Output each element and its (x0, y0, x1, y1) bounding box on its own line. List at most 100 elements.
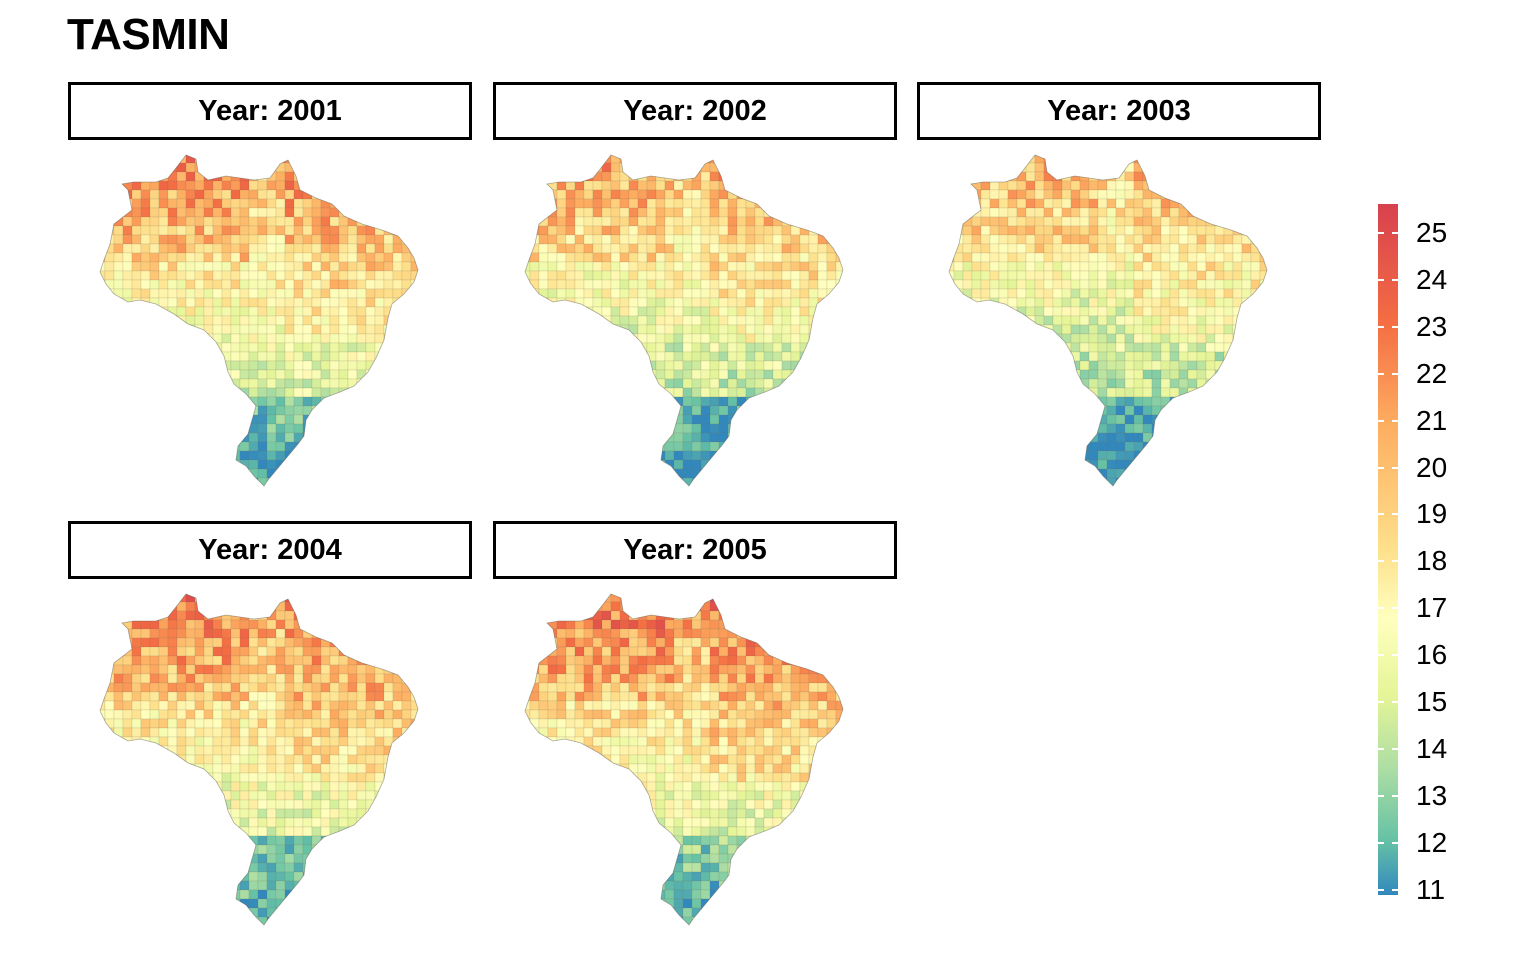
municipality-cell (854, 181, 863, 190)
municipality-cell (248, 601, 259, 612)
municipality-cell (1241, 243, 1252, 254)
municipality-cell (790, 432, 801, 443)
municipality-cell (854, 361, 863, 370)
municipality-cell (1034, 270, 1045, 281)
municipality-cell (383, 423, 394, 434)
municipality-cell (637, 171, 648, 182)
municipality-cell (392, 369, 403, 380)
municipality-cell (185, 637, 196, 648)
municipality-cell (401, 646, 412, 657)
municipality-cell (329, 441, 340, 452)
municipality-cell (637, 270, 648, 281)
municipality-cell (1214, 468, 1225, 479)
municipality-cell (392, 441, 403, 452)
municipality-cell (826, 351, 837, 362)
municipality-cell (113, 243, 124, 254)
municipality-cell (709, 180, 720, 191)
municipality-cell (401, 441, 412, 452)
municipality-cell (167, 594, 178, 603)
municipality-cell (221, 243, 232, 254)
municipality-cell (1232, 162, 1243, 173)
municipality-cell (374, 171, 385, 182)
municipality-cell (1142, 369, 1153, 380)
municipality-cell (194, 423, 205, 434)
municipality-cell (167, 279, 178, 290)
municipality-cell (374, 468, 385, 479)
municipality-cell (177, 487, 186, 494)
municipality-cell (203, 396, 214, 407)
municipality-cell (1106, 225, 1117, 236)
municipality-cell (1205, 297, 1216, 308)
municipality-cell (673, 324, 684, 335)
municipality-cell (835, 324, 843, 335)
municipality-cell (691, 155, 702, 164)
municipality-cell (1232, 189, 1243, 200)
municipality-cell (1196, 261, 1207, 272)
municipality-cell (185, 459, 196, 470)
municipality-cell (158, 594, 169, 603)
municipality-cell (655, 315, 666, 326)
municipality-cell (204, 487, 213, 494)
municipality-cell (709, 189, 720, 200)
municipality-cell (1106, 261, 1117, 272)
municipality-cell (525, 360, 531, 371)
municipality-cell (347, 459, 358, 470)
municipality-cell (78, 316, 87, 325)
municipality-cell (131, 315, 142, 326)
municipality-cell (1034, 378, 1045, 389)
municipality-cell (556, 477, 567, 486)
municipality-cell (808, 369, 819, 380)
municipality-cell (230, 655, 241, 666)
municipality-cell (1097, 216, 1108, 227)
municipality-cell (203, 270, 214, 281)
municipality-cell (512, 379, 521, 388)
municipality-cell (682, 216, 693, 227)
municipality-cell (230, 279, 241, 290)
municipality-cell (122, 234, 133, 245)
municipality-cell (429, 334, 438, 343)
municipality-cell (1007, 243, 1018, 254)
municipality-cell (962, 243, 973, 254)
municipality-cell (365, 315, 376, 326)
municipality-cell (565, 171, 576, 182)
municipality-cell (212, 171, 223, 182)
municipality-cell (374, 279, 385, 290)
municipality-cell (401, 396, 412, 407)
municipality-cell (592, 477, 603, 486)
municipality-cell (998, 459, 1009, 470)
municipality-cell (185, 198, 196, 209)
municipality-cell (1187, 333, 1198, 344)
municipality-cell (420, 487, 429, 494)
municipality-cell (392, 477, 403, 486)
municipality-cell (1214, 279, 1225, 290)
municipality-cell (547, 270, 558, 281)
municipality-cell (239, 369, 250, 380)
municipality-cell (980, 279, 991, 290)
municipality-cell (230, 189, 241, 200)
municipality-cell (1224, 487, 1233, 494)
municipality-cell (1133, 333, 1144, 344)
municipality-cell (1251, 487, 1260, 494)
municipality-cell (808, 423, 819, 434)
municipality-cell (311, 378, 322, 389)
municipality-cell (512, 226, 521, 235)
municipality-cell (583, 315, 594, 326)
municipality-cell (203, 261, 214, 272)
municipality-cell (374, 646, 385, 657)
municipality-cell (266, 619, 277, 630)
municipality-cell (203, 450, 214, 461)
municipality-cell (538, 252, 549, 263)
municipality-cell (275, 234, 286, 245)
municipality-cell (230, 225, 241, 236)
municipality-cell (158, 333, 169, 344)
municipality-cell (971, 171, 982, 182)
municipality-cell (854, 334, 863, 343)
municipality-cell (709, 252, 720, 263)
municipality-cell (1079, 441, 1090, 452)
municipality-cell (374, 315, 385, 326)
municipality-cell (1178, 459, 1189, 470)
municipality-cell (356, 297, 367, 308)
municipality-cell (203, 351, 214, 362)
municipality-cell (266, 655, 277, 666)
municipality-cell (320, 414, 331, 425)
